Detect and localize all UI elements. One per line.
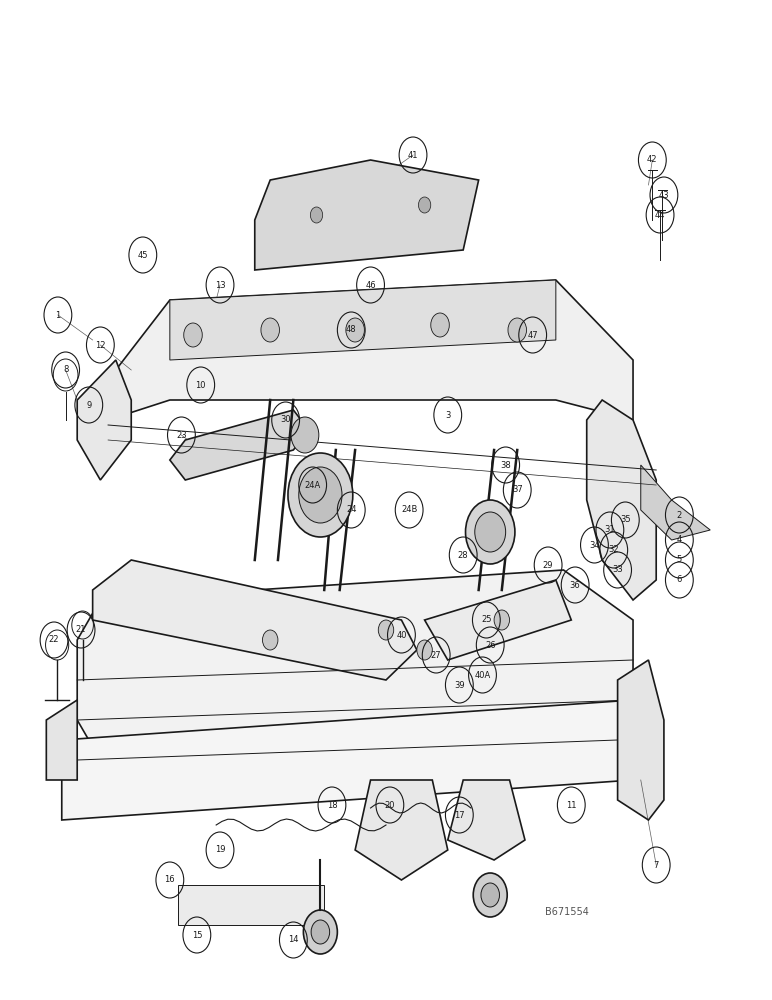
Text: 32: 32	[608, 546, 619, 554]
Text: 34: 34	[589, 540, 600, 550]
Circle shape	[303, 910, 337, 954]
Text: 48: 48	[346, 326, 357, 334]
Polygon shape	[108, 280, 633, 420]
Circle shape	[288, 453, 353, 537]
Text: 24A: 24A	[304, 481, 321, 489]
Text: 1: 1	[56, 310, 60, 320]
Polygon shape	[618, 660, 664, 820]
Polygon shape	[448, 780, 525, 860]
Text: 17: 17	[454, 810, 465, 820]
Text: 3: 3	[445, 410, 450, 420]
Circle shape	[508, 318, 527, 342]
Text: 7: 7	[654, 860, 659, 869]
Text: 31: 31	[604, 526, 615, 534]
Polygon shape	[425, 580, 571, 660]
Text: 11: 11	[566, 800, 577, 810]
Circle shape	[311, 920, 330, 944]
Text: 29: 29	[543, 560, 554, 570]
Text: 33: 33	[612, 566, 623, 574]
Polygon shape	[355, 780, 448, 880]
Text: 6: 6	[677, 576, 682, 584]
Text: 9: 9	[86, 400, 91, 410]
Text: 26: 26	[485, 641, 496, 650]
Polygon shape	[77, 360, 131, 480]
Circle shape	[473, 873, 507, 917]
Circle shape	[378, 620, 394, 640]
Circle shape	[262, 630, 278, 650]
Text: 44: 44	[655, 211, 665, 220]
Text: 19: 19	[215, 846, 225, 854]
Circle shape	[291, 417, 319, 453]
Circle shape	[494, 610, 510, 630]
Circle shape	[466, 500, 515, 564]
Text: 24B: 24B	[401, 506, 418, 514]
Text: 30: 30	[280, 416, 291, 424]
Text: 18: 18	[327, 800, 337, 810]
Text: 22: 22	[49, 636, 59, 645]
Polygon shape	[77, 570, 633, 760]
Circle shape	[261, 318, 279, 342]
Text: 27: 27	[431, 650, 442, 660]
Text: 8: 8	[63, 365, 68, 374]
Polygon shape	[62, 700, 633, 820]
Circle shape	[184, 323, 202, 347]
Text: 43: 43	[659, 190, 669, 200]
Circle shape	[431, 313, 449, 337]
Polygon shape	[170, 280, 556, 360]
Text: 45: 45	[137, 250, 148, 259]
Text: 25: 25	[481, 615, 492, 624]
Text: 2: 2	[677, 510, 682, 520]
Text: 37: 37	[512, 486, 523, 494]
Text: 23: 23	[176, 430, 187, 440]
Polygon shape	[93, 560, 417, 680]
Polygon shape	[170, 410, 309, 480]
Circle shape	[475, 512, 506, 552]
Text: 13: 13	[215, 280, 225, 290]
Text: 38: 38	[500, 460, 511, 470]
Circle shape	[418, 197, 431, 213]
Polygon shape	[178, 885, 324, 925]
Text: 14: 14	[288, 936, 299, 944]
Text: 20: 20	[384, 800, 395, 810]
Text: 46: 46	[365, 280, 376, 290]
Polygon shape	[587, 400, 656, 600]
Text: 40A: 40A	[474, 670, 491, 680]
Circle shape	[310, 207, 323, 223]
Text: 5: 5	[677, 556, 682, 564]
Text: 41: 41	[408, 150, 418, 159]
Text: B671554: B671554	[546, 907, 589, 917]
Text: 10: 10	[195, 380, 206, 389]
Text: 28: 28	[458, 550, 469, 560]
Circle shape	[346, 318, 364, 342]
Text: 16: 16	[164, 876, 175, 884]
Circle shape	[481, 883, 499, 907]
Polygon shape	[255, 160, 479, 270]
Polygon shape	[641, 465, 710, 540]
Circle shape	[299, 467, 342, 523]
Text: 4: 4	[677, 536, 682, 544]
Polygon shape	[46, 700, 77, 780]
Text: 47: 47	[527, 330, 538, 340]
Text: 15: 15	[191, 930, 202, 940]
Circle shape	[417, 640, 432, 660]
Text: 42: 42	[647, 155, 658, 164]
Text: 35: 35	[620, 516, 631, 524]
Text: 24: 24	[346, 506, 357, 514]
Text: 12: 12	[95, 340, 106, 350]
Text: 39: 39	[454, 680, 465, 690]
Text: 40: 40	[396, 631, 407, 640]
Text: 36: 36	[570, 580, 581, 589]
Text: 21: 21	[76, 626, 86, 635]
